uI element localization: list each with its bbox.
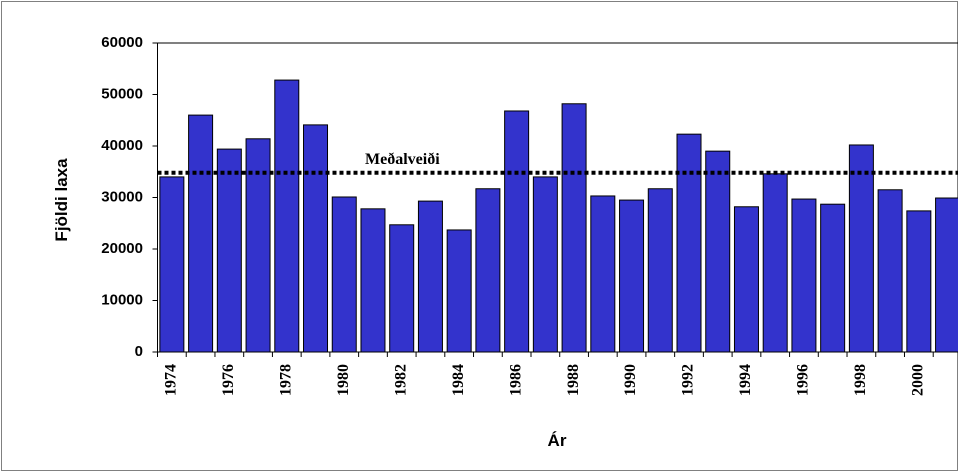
bar xyxy=(389,224,415,353)
x-tick-label: 2000 xyxy=(910,364,927,396)
bar xyxy=(848,144,874,353)
x-tick-label: 1990 xyxy=(622,364,639,396)
bar xyxy=(331,196,357,353)
x-tick-label: 1976 xyxy=(220,364,237,396)
bar xyxy=(906,210,932,353)
x-tick-label: 1984 xyxy=(450,364,467,396)
x-tick-label: 1974 xyxy=(163,364,180,396)
bar xyxy=(532,176,558,353)
bar xyxy=(676,133,702,353)
bar xyxy=(216,148,242,353)
x-tick-label: 1992 xyxy=(680,364,697,396)
bar xyxy=(561,103,587,353)
bar xyxy=(705,150,731,353)
bar xyxy=(877,189,903,353)
bar xyxy=(475,188,501,353)
bar xyxy=(791,198,817,353)
x-tick-label: 1994 xyxy=(737,364,754,396)
y-axis-label: Fjöldi laxa xyxy=(52,158,71,242)
y-tick-label: 20000 xyxy=(101,240,143,257)
mean-label: Meðalveiði xyxy=(365,151,440,168)
bar xyxy=(303,124,329,353)
bar xyxy=(159,176,185,353)
x-tick-label: 1980 xyxy=(335,364,352,396)
bar xyxy=(762,173,788,353)
y-tick-label: 30000 xyxy=(101,188,143,205)
bar xyxy=(360,208,386,353)
bar xyxy=(274,79,300,353)
x-tick-label: 1982 xyxy=(392,364,409,396)
bar xyxy=(733,206,759,353)
y-tick-label: 40000 xyxy=(101,137,143,154)
y-tick-label: 10000 xyxy=(101,291,143,308)
bar xyxy=(647,188,673,353)
y-tick-label: 60000 xyxy=(101,34,143,51)
bar xyxy=(820,203,846,353)
y-tick-label: 50000 xyxy=(101,85,143,102)
bar xyxy=(935,197,958,353)
bar xyxy=(417,200,443,353)
y-tick-label: 0 xyxy=(135,343,143,360)
x-tick-label: 1978 xyxy=(277,364,294,396)
bar xyxy=(446,229,472,353)
x-tick-label: 1998 xyxy=(852,364,869,396)
bar xyxy=(590,195,616,353)
x-axis-label: Ár xyxy=(548,431,567,450)
bar xyxy=(504,110,530,353)
bar xyxy=(245,138,271,353)
x-tick-label: 1996 xyxy=(795,364,812,396)
bar xyxy=(188,114,214,353)
x-tick-label: 1988 xyxy=(565,364,582,396)
bar xyxy=(619,199,645,353)
x-tick-label: 1986 xyxy=(507,364,524,396)
